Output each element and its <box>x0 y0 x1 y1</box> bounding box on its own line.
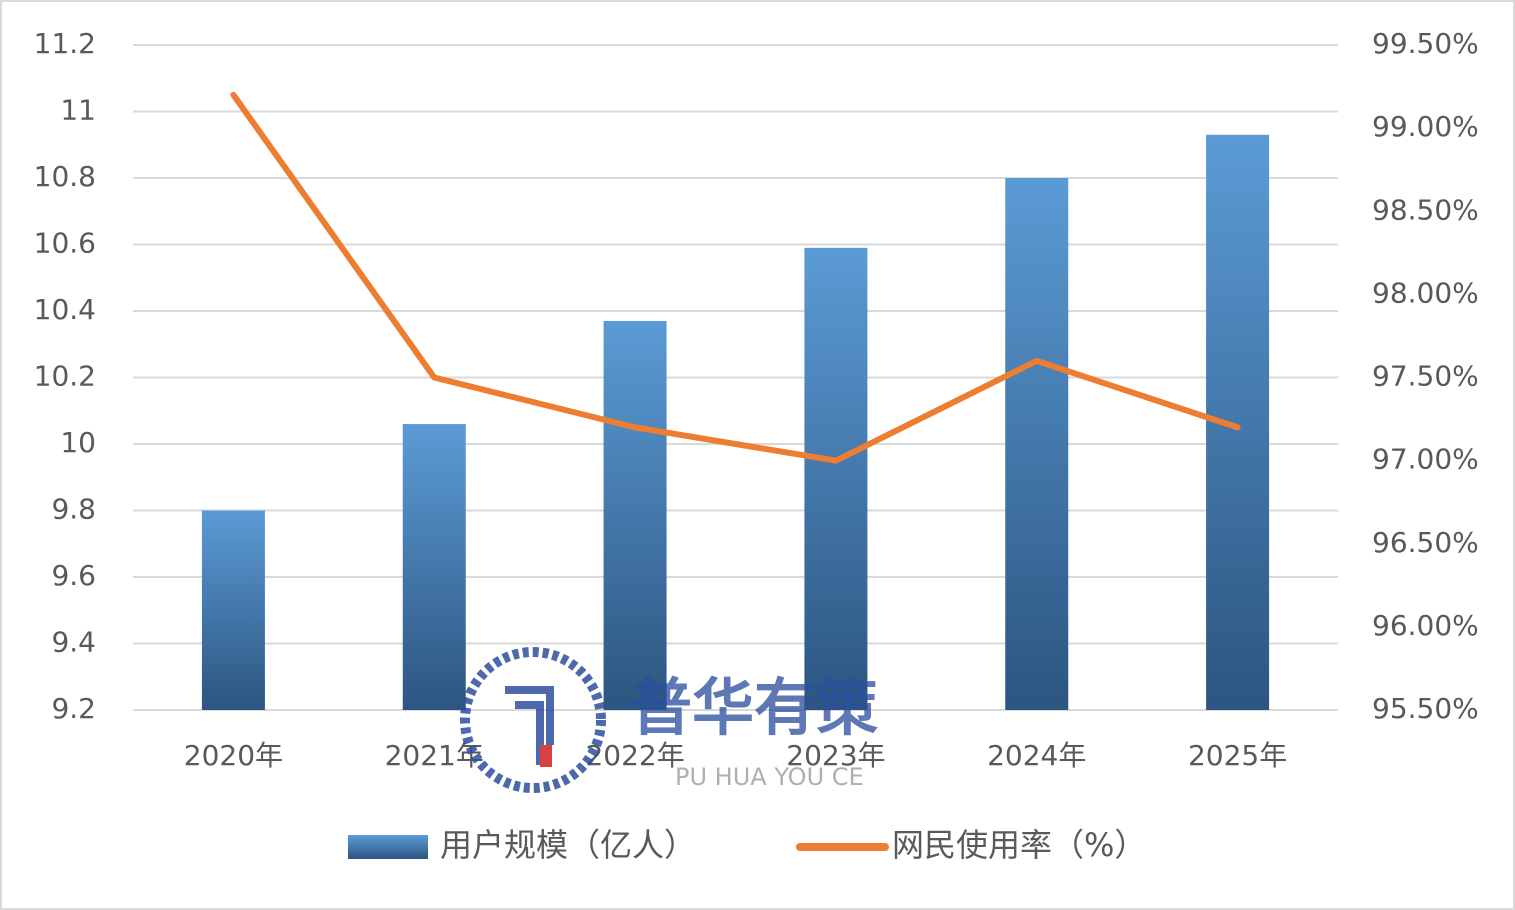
y-tick-label: 10.8 <box>34 160 96 193</box>
x-tick-label: 2021年 <box>385 739 484 772</box>
x-tick-label: 2025年 <box>1188 739 1287 772</box>
y-tick-label: 11 <box>60 94 96 127</box>
y2-tick-label: 99.00% <box>1372 110 1479 143</box>
legend-label: 用户规模（亿人） <box>440 826 696 864</box>
bar <box>1005 178 1069 710</box>
x-tick-label: 2024年 <box>987 739 1086 772</box>
y2-tick-label: 97.00% <box>1372 443 1479 476</box>
watermark-title: 普华有策 <box>630 671 878 744</box>
y-tick-label: 10.4 <box>34 293 96 326</box>
y2-tick-label: 98.00% <box>1372 276 1479 309</box>
y-tick-label: 9.4 <box>51 626 96 659</box>
legend-swatch <box>348 835 428 859</box>
watermark-logo <box>460 647 606 793</box>
watermark-logo-accent <box>540 745 552 767</box>
y2-tick-label: 96.50% <box>1372 526 1479 559</box>
x-tick-label: 2023年 <box>786 739 885 772</box>
legend-label: 网民使用率（%） <box>892 826 1146 864</box>
bar <box>201 510 265 710</box>
watermark: 普华有策 PU HUA YOU CE <box>460 647 878 793</box>
y2-tick-label: 98.50% <box>1372 193 1479 226</box>
y-tick-label: 9.6 <box>51 559 96 592</box>
y-tick-label: 10.2 <box>34 360 96 393</box>
y-tick-label: 9.8 <box>51 493 96 526</box>
y-tick-label: 9.2 <box>51 692 96 725</box>
bar <box>804 247 868 710</box>
y2-tick-label: 99.50% <box>1372 27 1479 60</box>
watermark-subtitle: PU HUA YOU CE <box>675 763 864 791</box>
y2-tick-label: 97.50% <box>1372 360 1479 393</box>
y-tick-label: 10.6 <box>34 227 96 260</box>
bar <box>603 320 667 710</box>
x-tick-label: 2020年 <box>184 739 283 772</box>
y2-tick-label: 95.50% <box>1372 692 1479 725</box>
y-tick-label: 10 <box>60 426 96 459</box>
plot-area: 9.2 9.4 9.6 9.8 10 10.2 10.4 10.6 10.8 11 11.2 95.5… <box>34 27 1479 772</box>
y2-tick-label: 96.00% <box>1372 609 1479 642</box>
x-tick-label: 2022年 <box>585 739 684 772</box>
line-series <box>230 91 1241 464</box>
bar <box>402 424 466 710</box>
y-tick-label: 11.2 <box>34 27 96 60</box>
